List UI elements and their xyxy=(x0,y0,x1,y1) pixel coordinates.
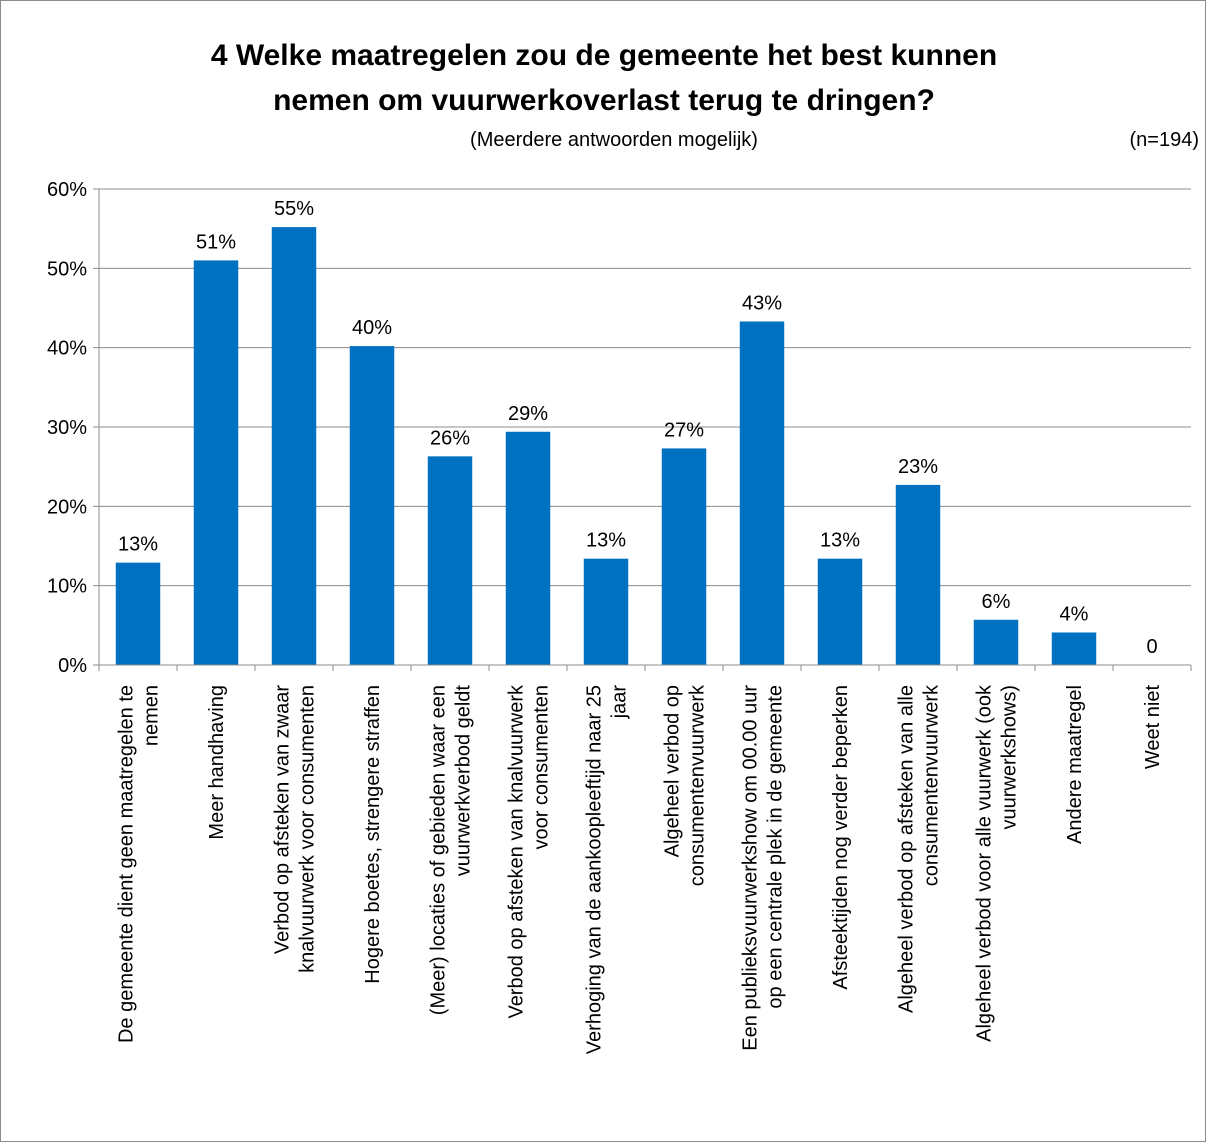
x-axis-category-label: consumentenvuurwerk xyxy=(921,684,943,886)
y-axis-tick-label: 0% xyxy=(58,655,87,677)
x-axis-category-label: Afsteektijden nog verder beperken xyxy=(830,685,852,990)
bar xyxy=(973,619,1019,665)
bar xyxy=(817,558,863,665)
x-axis-category-label: op een centrale plek in de gemeente xyxy=(765,685,787,1009)
bar xyxy=(115,562,161,665)
x-axis-category-label: Verbod op afsteken van knalvuurwerk xyxy=(506,684,528,1019)
bars xyxy=(115,227,1097,665)
axes xyxy=(98,189,1192,671)
data-label: 13% xyxy=(820,530,860,552)
x-axis-category-label: Hogere boetes, strengere straffen xyxy=(362,685,384,984)
x-axis-category-label: Algeheel verbod voor alle vuurwerk (ook xyxy=(974,684,996,1042)
bar xyxy=(505,431,551,665)
chart-subtitle: (Meerdere antwoorden mogelijk) xyxy=(470,129,758,151)
y-axis-tick-label: 30% xyxy=(47,417,87,439)
x-axis-category-label: Weet niet xyxy=(1142,685,1164,770)
data-label: 23% xyxy=(898,456,938,478)
data-label: 0 xyxy=(1146,636,1157,658)
x-axis-category-label: Verhoging van de aankoopleeftijd naar 25 xyxy=(584,685,606,1054)
x-axis-category-label: knalvuurwerk voor consumenten xyxy=(297,685,319,973)
bar xyxy=(427,456,473,665)
sample-size-label: (n=194) xyxy=(1129,129,1200,151)
x-axis-category-label: Meer handhaving xyxy=(206,685,228,840)
data-label: 55% xyxy=(274,198,314,220)
x-axis-category-label: Algeheel verbod op xyxy=(662,685,684,857)
data-label: 26% xyxy=(430,427,470,449)
x-axis-category-label: Andere maatregel xyxy=(1064,685,1086,844)
data-label: 13% xyxy=(586,530,626,552)
y-axis-tick-label: 10% xyxy=(47,576,87,598)
y-axis-tick-label: 20% xyxy=(47,496,87,518)
bar xyxy=(1051,632,1097,665)
x-axis-category-label: consumentenvuurwerk xyxy=(687,684,709,886)
chart-title-line-1: 4 Welke maatregelen zou de gemeente het … xyxy=(210,39,998,72)
x-axis-category-labels: De gemeente dient geen maatregelen te nem… xyxy=(116,684,1165,1054)
x-axis-category-label: vuurwerkshows) xyxy=(999,685,1021,829)
x-axis-category-label: jaar xyxy=(609,685,631,720)
bar xyxy=(739,321,785,665)
data-label: 29% xyxy=(508,403,548,425)
bar xyxy=(583,558,629,665)
data-label: 4% xyxy=(1060,603,1089,625)
bar xyxy=(349,346,395,665)
bar xyxy=(271,227,317,665)
x-axis-category-label: vuurwerkverbod geldt xyxy=(453,685,475,877)
data-label: 43% xyxy=(742,292,782,314)
chart-title-line-2: nemen om vuurwerkoverlast terug te dring… xyxy=(273,84,935,117)
bar xyxy=(193,260,239,665)
x-axis-category-label: Een publieksvuurwerkshow om 00.00 uur xyxy=(740,685,762,1051)
data-label: 40% xyxy=(352,317,392,339)
data-label: 27% xyxy=(664,419,704,441)
x-axis-category-label: Verbod op afsteken van zwaar xyxy=(272,685,294,954)
x-axis-category-label: (Meer) locaties of gebieden waar een xyxy=(428,685,450,1015)
data-labels: 13% 51% 55% 40% 26% 29% 13% 27% 43% 13% 23% 6% 4% 0 xyxy=(118,198,1158,658)
gridlines xyxy=(93,188,1191,666)
x-axis-category-label: nemen xyxy=(141,685,163,746)
x-axis-category-label: Algeheel verbod op afsteken van alle xyxy=(896,685,918,1013)
x-axis-category-label: De gemeente dient geen maatregelen te xyxy=(116,685,138,1043)
x-axis-category-label: voor consumenten xyxy=(531,685,553,850)
bar xyxy=(661,448,707,665)
y-axis-tick-labels: 0% 10% 20% 30% 40% 50% 60% xyxy=(47,179,87,677)
data-label: 13% xyxy=(118,534,158,556)
y-axis-tick-label: 40% xyxy=(47,338,87,360)
y-axis-tick-label: 60% xyxy=(47,179,87,201)
data-label: 6% xyxy=(982,591,1011,613)
y-axis-tick-label: 50% xyxy=(47,258,87,280)
bar xyxy=(895,484,941,665)
data-label: 51% xyxy=(196,231,236,253)
